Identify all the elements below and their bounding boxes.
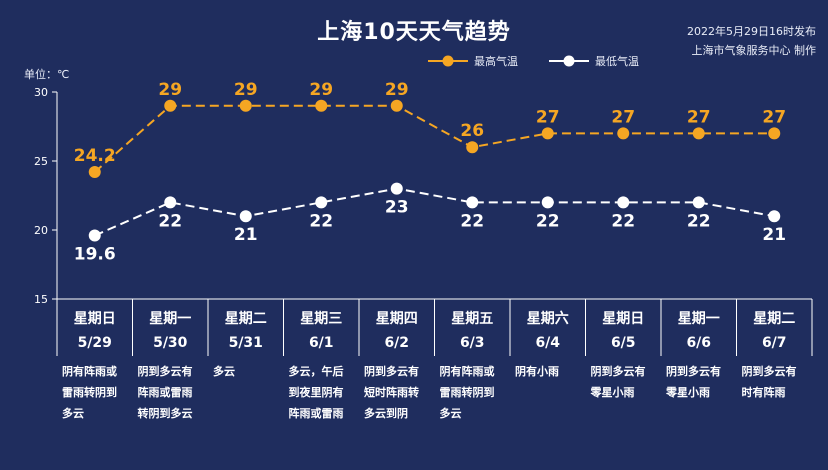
high-temp-data-label: 29 (309, 80, 333, 100)
date-tick-label: 6/4 (535, 335, 561, 351)
low-temp-point (164, 196, 177, 209)
high-temp-line (94, 104, 775, 173)
weather-condition: 多云，午后 到夜里阴有 阵雨或雷雨 (288, 365, 344, 420)
day-column: 星期六 6/4 阴有小雨 (510, 303, 586, 382)
legend-low: 最低气温 (549, 53, 639, 69)
high-temp-point (164, 99, 177, 112)
y-tick-label: 15 (34, 293, 48, 306)
high-temp-point (239, 99, 252, 112)
low-temp-point (239, 210, 252, 223)
date-tick-label: 6/7 (761, 335, 787, 351)
high-temp-point (768, 127, 781, 140)
weather-condition: 阴有阵雨或 雷雨转阴到 多云 (439, 365, 495, 420)
date-tick-label: 6/5 (610, 335, 636, 351)
weather-condition: 阴到多云有 零星小雨 (590, 365, 646, 399)
date-tick-label: 5/30 (153, 335, 188, 351)
day-column: 星期三 6/1 多云，午后 到夜里阴有 阵雨或雷雨 (284, 303, 360, 424)
y-axis-unit-label: 单位：℃ (24, 68, 70, 81)
weekday-label: 星期五 (451, 311, 494, 327)
chart-title: 上海10天天气趋势 (317, 20, 511, 45)
high-temp-data-label: 27 (536, 107, 560, 127)
low-temp-data-label: 22 (687, 211, 711, 231)
high-temp-data-label: 29 (385, 80, 409, 100)
weather-condition: 多云 (213, 365, 235, 378)
weather-condition: 阴有阵雨或 雷雨转阴到 多云 (62, 365, 117, 420)
low-temp-data-label: 22 (460, 211, 484, 231)
weather-condition: 阴到多云有 时有阵雨 (741, 365, 797, 399)
low-temp-data-label: 22 (536, 211, 560, 231)
low-temp-point (390, 182, 403, 195)
day-column: 星期四 6/2 阴到多云有 短时阵雨转 多云到阴 (359, 303, 435, 424)
low-temp-data-label: 22 (611, 211, 635, 231)
weekday-label: 星期二 (224, 311, 267, 327)
day-column: 星期日 5/29 阴有阵雨或 雷雨转阴到 多云 (57, 303, 133, 424)
date-tick-label: 6/1 (308, 335, 334, 351)
weekday-label: 星期日 (602, 311, 645, 327)
date-tick-label: 6/3 (459, 335, 485, 351)
legend-high: 最高气温 (428, 53, 518, 69)
weekday-label: 星期一 (149, 311, 192, 327)
low-temp-point (466, 196, 479, 209)
y-tick-label: 30 (34, 86, 48, 99)
low-temp-point (692, 196, 705, 209)
high-temp-data-label: 26 (460, 121, 484, 141)
low-temp-point (315, 196, 328, 209)
legend-low-marker (549, 55, 589, 67)
high-temp-data-label: 27 (762, 107, 786, 127)
high-temp-data-label: 27 (687, 107, 711, 127)
weather-condition: 阴到多云有 阵雨或雷雨 转阴到多云 (137, 365, 193, 420)
day-column: 星期一 6/6 阴到多云有 零星小雨 (661, 303, 737, 403)
low-temp-data-label: 21 (762, 225, 786, 245)
high-temp-point (466, 141, 479, 154)
day-column: 星期二 6/7 阴到多云有 时有阵雨 (737, 303, 813, 403)
legend-low-label: 最低气温 (595, 55, 639, 68)
weekday-label: 星期三 (300, 311, 343, 327)
low-temp-point (617, 196, 630, 209)
weekday-label: 星期二 (753, 311, 796, 327)
date-tick-label: 5/31 (228, 335, 263, 351)
weather-condition: 阴有小雨 (515, 365, 559, 378)
publish-time: 2022年5月29日16时发布 (687, 25, 816, 38)
low-temp-data-label: 22 (309, 211, 333, 231)
weekday-label: 星期日 (73, 311, 116, 327)
legend-high-label: 最高气温 (474, 55, 518, 68)
high-temp-data-label: 24.2 (74, 146, 116, 166)
low-temp-point (88, 229, 101, 242)
low-temp-point (541, 196, 554, 209)
day-column: 星期五 6/3 阴有阵雨或 雷雨转阴到 多云 (435, 303, 511, 424)
high-temp-data-label: 29 (234, 80, 258, 100)
low-temp-data-label: 23 (385, 198, 409, 218)
weather-condition: 阴到多云有 短时阵雨转 多云到阴 (364, 365, 419, 420)
high-temp-point (692, 127, 705, 140)
y-tick-label: 20 (34, 224, 48, 237)
date-tick-label: 6/6 (686, 335, 712, 351)
high-temp-point (88, 166, 101, 179)
high-temp-point (617, 127, 630, 140)
high-temp-data-label: 29 (158, 80, 182, 100)
high-temp-data-label: 27 (611, 107, 635, 127)
low-temp-data-label: 21 (234, 225, 258, 245)
low-temp-data-label: 22 (158, 211, 182, 231)
high-temp-point (541, 127, 554, 140)
y-tick-label: 25 (34, 155, 48, 168)
date-tick-label: 6/2 (384, 335, 410, 351)
weekday-label: 星期六 (526, 311, 569, 327)
publish-info: 2022年5月29日16时发布 上海市气象服务中心 制作 (687, 22, 816, 60)
day-column: 星期一 5/30 阴到多云有 阵雨或雷雨 转阴到多云 (133, 303, 209, 424)
low-temp-point (768, 210, 781, 223)
high-temp-point (315, 99, 328, 112)
weather-condition: 阴到多云有 零星小雨 (666, 365, 721, 399)
date-tick-label: 5/29 (77, 335, 112, 351)
day-column: 星期日 6/5 阴到多云有 零星小雨 (586, 303, 662, 403)
low-temp-data-label: 19.6 (74, 245, 116, 265)
day-column: 星期二 5/31 多云 (208, 303, 284, 382)
low-temp-line (94, 187, 775, 237)
weekday-label: 星期一 (677, 311, 720, 327)
legend-high-marker (428, 55, 468, 67)
high-temp-point (390, 99, 403, 112)
publisher: 上海市气象服务中心 制作 (691, 44, 817, 57)
weekday-label: 星期四 (375, 311, 418, 327)
